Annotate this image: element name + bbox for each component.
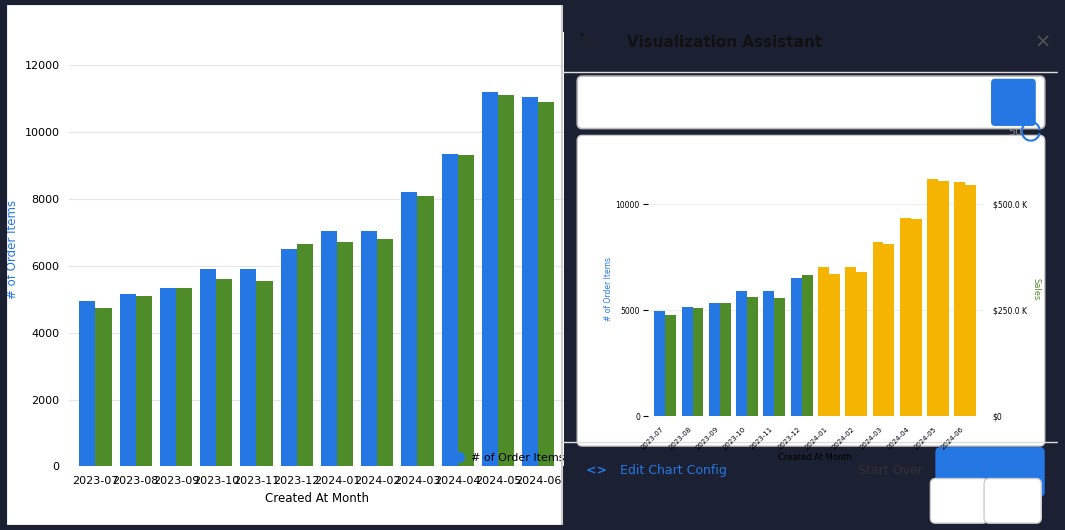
Bar [321,231,337,466]
Text: +: + [1019,85,1028,95]
Bar [119,294,135,466]
Y-axis label: # of Order Items: # of Order Items [604,257,612,321]
Text: ✏: ✏ [579,31,601,54]
Bar [927,179,938,416]
Text: 👍: 👍 [955,493,964,508]
Bar [458,155,474,466]
Legend: # of Order Items: # of Order Items [452,448,569,467]
Bar [900,218,911,416]
Bar [216,279,232,466]
Bar [682,307,692,416]
Text: Visualization Assistant: Visualization Assistant [627,35,822,50]
Text: Make the first series #F4B400 if it is over 350000: Make the first series #F4B400 if it is o… [596,96,907,109]
Text: 👎: 👎 [1009,493,1017,508]
Bar [482,92,498,466]
Bar [297,244,313,466]
Bar [736,291,747,416]
Bar [790,278,802,416]
Bar [802,275,813,416]
Bar [872,242,884,416]
Bar [911,219,921,416]
Bar [498,95,514,466]
Bar [692,308,703,416]
Bar [257,281,273,466]
FancyBboxPatch shape [984,479,1042,523]
Bar [402,192,417,466]
FancyBboxPatch shape [935,447,1045,497]
Bar [965,185,977,416]
Bar [361,231,377,466]
Bar [417,196,433,466]
Bar [79,301,96,466]
Bar [442,154,458,466]
Bar [774,298,785,416]
Bar [538,102,555,466]
Bar [241,269,257,466]
Bar [846,267,856,416]
X-axis label: Created At Month: Created At Month [779,454,852,463]
Y-axis label: Sales: Sales [1031,278,1041,300]
Text: Start Over: Start Over [858,464,923,477]
Text: Apply: Apply [968,465,1012,479]
Bar [829,274,840,416]
Bar [938,181,949,416]
Bar [884,244,895,416]
Y-axis label: # of Order Items: # of Order Items [5,199,19,299]
Bar [522,97,538,466]
Bar [176,288,192,466]
Bar [856,272,867,416]
FancyBboxPatch shape [577,76,1045,129]
Bar [747,297,758,416]
FancyBboxPatch shape [577,135,1045,446]
Bar [720,303,731,416]
Bar [160,288,176,466]
Bar [954,182,965,416]
Text: <>: <> [586,464,616,477]
Text: 50: 50 [1007,127,1022,137]
Text: ✦: ✦ [578,32,585,38]
Bar [709,303,720,416]
Text: Edit Chart Config: Edit Chart Config [620,464,726,477]
Text: ×: × [1034,33,1050,52]
X-axis label: Created At Month: Created At Month [265,492,368,505]
Bar [377,239,393,466]
Bar [654,311,666,416]
Bar [280,249,297,466]
FancyBboxPatch shape [931,479,987,523]
FancyBboxPatch shape [992,79,1036,126]
Bar [818,267,829,416]
Text: ▶: ▶ [1007,96,1017,109]
Bar [200,269,216,466]
Bar [764,291,774,416]
Bar [666,315,676,416]
Bar [5,3,561,527]
Bar [337,242,354,466]
Bar [135,296,151,466]
Bar [96,307,112,466]
